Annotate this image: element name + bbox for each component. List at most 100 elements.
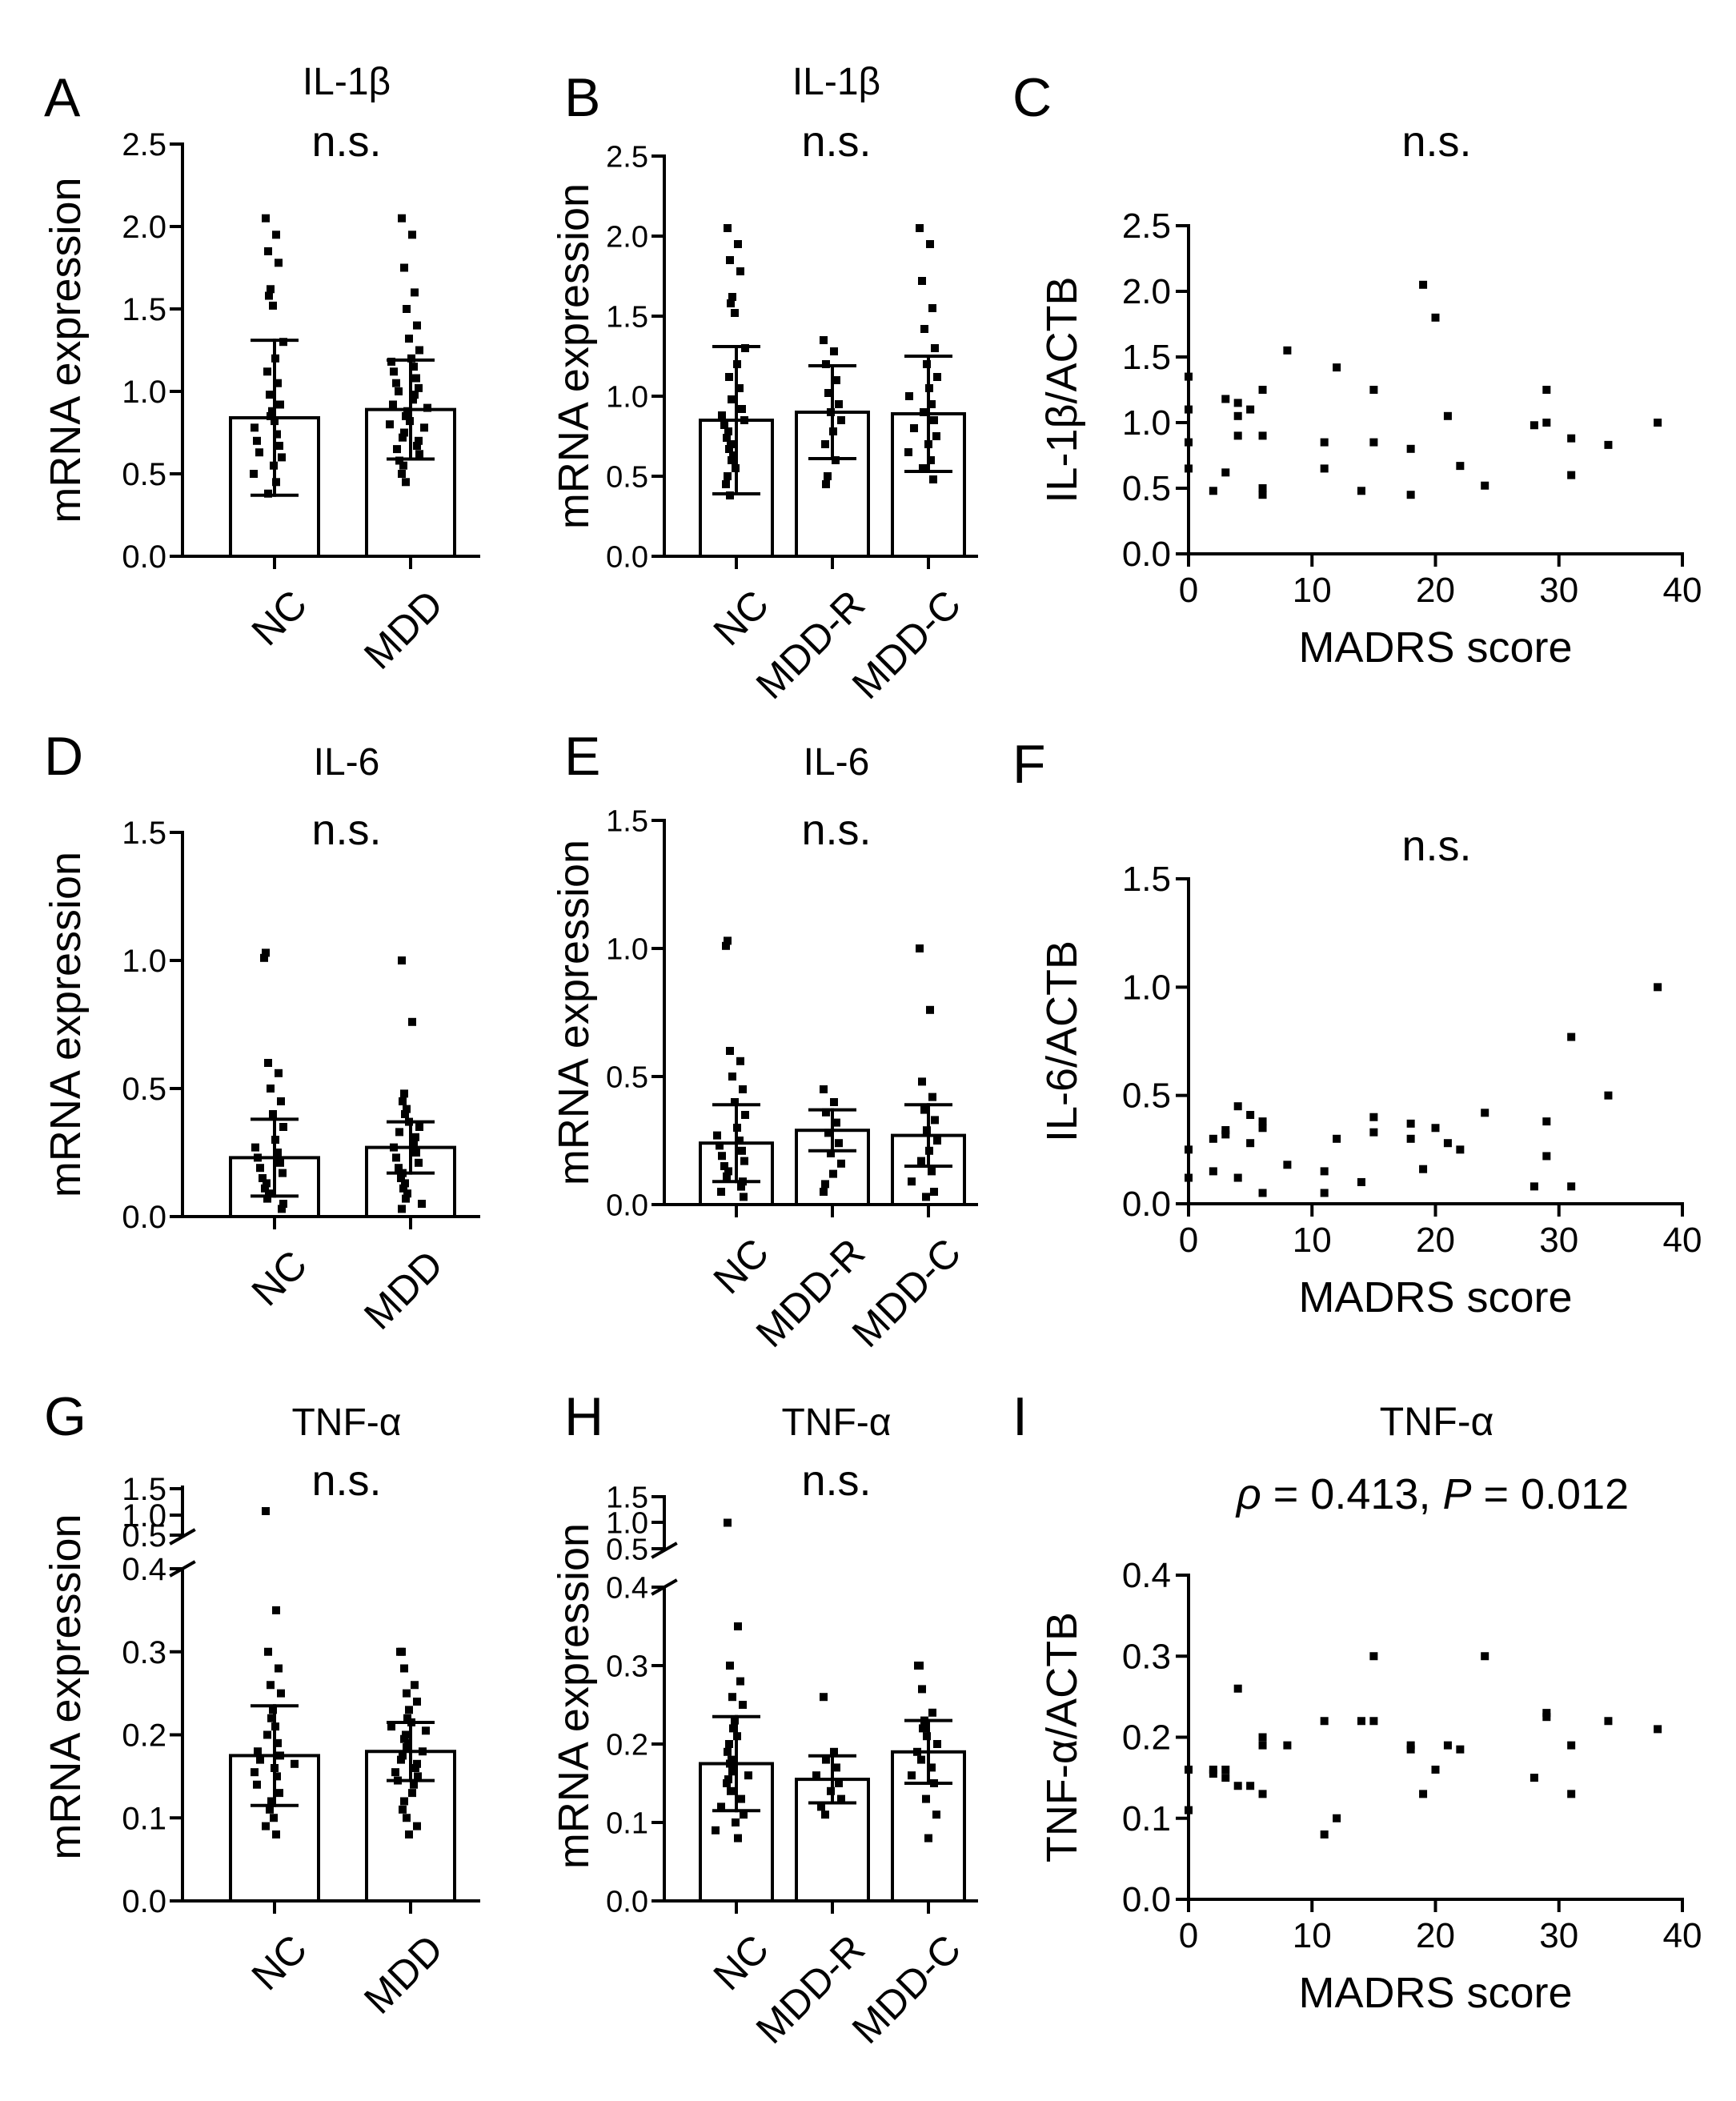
scatter-point bbox=[1209, 1770, 1217, 1778]
y-tick-label: 0.5 bbox=[606, 1533, 648, 1566]
point-mdd-c bbox=[932, 1810, 940, 1819]
point-mdd bbox=[403, 1743, 411, 1752]
scatter-point bbox=[1246, 1139, 1255, 1148]
point-mdd bbox=[398, 470, 406, 478]
point-nc bbox=[273, 430, 281, 439]
point-mdd-r bbox=[812, 1771, 820, 1780]
point-nc bbox=[272, 1606, 280, 1614]
point-nc bbox=[734, 1622, 742, 1630]
point-mdd bbox=[411, 288, 419, 297]
correlation-label: ρ = 0.413, P = 0.012 bbox=[1235, 1470, 1629, 1518]
significance-label: n.s. bbox=[1401, 118, 1471, 166]
y-tick-label: 0.2 bbox=[1122, 1718, 1171, 1758]
x-tick-label-mdd-r: MDD-R bbox=[748, 1230, 873, 1356]
point-mdd-c bbox=[919, 1724, 927, 1733]
point-mdd bbox=[386, 420, 394, 429]
point-mdd-r bbox=[837, 1794, 845, 1803]
y-axis-label: mRNA expression bbox=[42, 852, 90, 1197]
scatter-point bbox=[1654, 419, 1662, 427]
x-tick-label: 40 bbox=[1663, 1916, 1702, 1955]
point-mdd-c bbox=[930, 1188, 938, 1196]
point-mdd bbox=[405, 335, 413, 343]
scatter-point bbox=[1258, 484, 1267, 492]
point-mdd bbox=[398, 1205, 406, 1213]
scatter-point bbox=[1357, 1177, 1365, 1186]
point-mdd bbox=[413, 1759, 421, 1768]
significance-label: n.s. bbox=[801, 806, 871, 854]
point-mdd bbox=[412, 374, 420, 383]
scatter-point bbox=[1567, 1790, 1576, 1798]
y-tick-label: 0.0 bbox=[122, 539, 166, 575]
axis-break-mark bbox=[651, 1578, 678, 1596]
point-mdd-r bbox=[821, 1180, 829, 1189]
x-tick-label: 40 bbox=[1663, 571, 1702, 610]
scatter-point bbox=[1567, 434, 1576, 443]
y-tick-label: 1.5 bbox=[606, 1481, 648, 1514]
y-tick-label: 1.0 bbox=[122, 375, 166, 410]
y-tick-label: 0.3 bbox=[606, 1650, 648, 1683]
scatter-point bbox=[1209, 1766, 1217, 1774]
point-mdd-c bbox=[914, 1662, 922, 1670]
point-mdd-r bbox=[817, 1802, 825, 1811]
point-mdd-r bbox=[820, 1188, 828, 1196]
y-tick-label: 1.0 bbox=[1122, 403, 1171, 443]
y-tick-label: 0.3 bbox=[122, 1635, 166, 1670]
point-mdd bbox=[391, 1768, 399, 1777]
point-nc bbox=[740, 416, 748, 424]
point-mdd bbox=[395, 1128, 403, 1137]
point-mdd-c bbox=[917, 1157, 925, 1165]
scatter-point bbox=[1357, 1717, 1365, 1726]
panel-letter: C bbox=[1012, 67, 1052, 128]
scatter-point bbox=[1654, 983, 1662, 992]
point-mdd bbox=[398, 214, 406, 223]
scatter-point bbox=[1443, 1741, 1452, 1750]
x-tick-label-mdd: MDD bbox=[355, 582, 451, 678]
scatter-point bbox=[1221, 395, 1230, 403]
point-nc bbox=[727, 299, 735, 307]
panel-title: TNF-α bbox=[1380, 1399, 1494, 1444]
y-tick-label: 2.0 bbox=[606, 220, 648, 254]
point-mdd bbox=[403, 407, 411, 415]
scatter-point bbox=[1233, 1102, 1242, 1111]
point-nc bbox=[736, 384, 744, 392]
point-mdd-c bbox=[933, 1137, 941, 1145]
x-tick-label: 10 bbox=[1293, 571, 1332, 610]
point-mdd-c bbox=[930, 416, 938, 424]
scatter-point bbox=[1654, 1725, 1662, 1734]
point-nc bbox=[720, 421, 728, 429]
point-mdd-r bbox=[835, 400, 843, 408]
point-nc bbox=[729, 1724, 737, 1733]
point-nc bbox=[722, 480, 730, 488]
point-mdd bbox=[411, 1681, 419, 1690]
point-nc bbox=[739, 1085, 747, 1093]
y-tick-label: 0.0 bbox=[122, 1884, 166, 1919]
panel-h: H TNF-αn.s.0.00.10.20.30.40.51.01.5NCMDD-… bbox=[550, 1386, 978, 2052]
point-nc bbox=[266, 391, 274, 399]
x-tick-label-mdd-r: MDD-R bbox=[748, 582, 873, 708]
point-mdd-c bbox=[932, 432, 940, 440]
y-tick-label: 1.0 bbox=[606, 932, 648, 966]
point-mdd-c bbox=[917, 1755, 925, 1764]
point-mdd bbox=[419, 1747, 427, 1756]
point-mdd-r bbox=[822, 480, 830, 488]
scatter-point bbox=[1283, 1161, 1292, 1169]
panel-title: IL-1β bbox=[792, 61, 880, 103]
scatter-point bbox=[1604, 1091, 1613, 1100]
point-nc bbox=[724, 427, 732, 435]
point-nc bbox=[250, 470, 258, 478]
scatter-point bbox=[1233, 1782, 1242, 1790]
scatter-point bbox=[1419, 280, 1428, 289]
scatter-point bbox=[1481, 1652, 1489, 1661]
point-nc bbox=[274, 379, 282, 387]
point-nc bbox=[275, 1789, 283, 1798]
point-mdd-r bbox=[820, 336, 828, 344]
point-nc bbox=[269, 301, 277, 310]
x-tick-label-nc: NC bbox=[705, 582, 778, 655]
point-nc bbox=[266, 1805, 274, 1814]
panel-letter: I bbox=[1012, 1386, 1028, 1447]
point-nc bbox=[728, 456, 736, 464]
point-mdd-c bbox=[933, 1740, 941, 1748]
scatter-point bbox=[1369, 1652, 1378, 1661]
point-nc bbox=[268, 407, 276, 415]
scatter-point bbox=[1369, 1128, 1378, 1137]
